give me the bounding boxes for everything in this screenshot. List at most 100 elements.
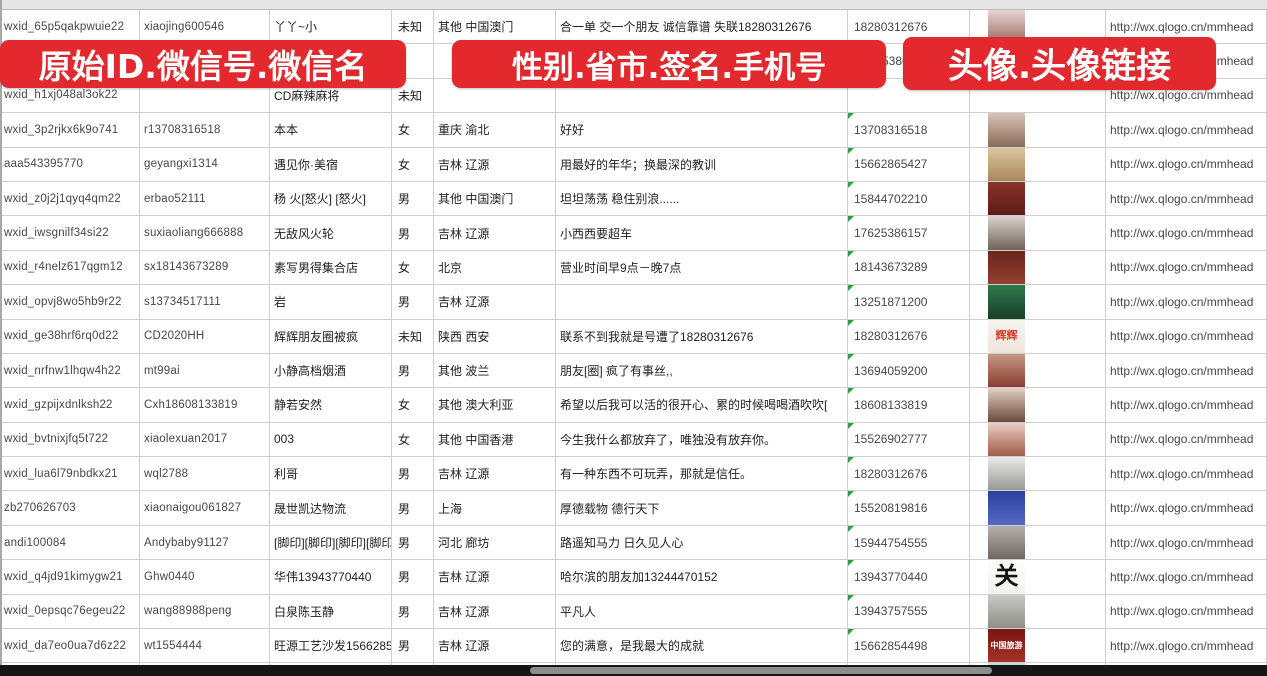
phone-cell[interactable]: 15944754555 — [848, 525, 970, 560]
wxid-cell[interactable]: wxid_nrfnw1lhqw4h22 — [0, 353, 140, 388]
nickname-cell[interactable]: 杨 火[怒火] [怒火] — [270, 181, 392, 216]
wxid-cell[interactable]: wxid_65p5qakpwuie22 — [0, 10, 140, 44]
region-cell[interactable]: 吉林 辽源 — [434, 594, 556, 629]
wxid-cell[interactable]: wxid_ge38hrf6rq0d22 — [0, 319, 140, 353]
signature-cell[interactable]: 路遥知马力 日久见人心 — [556, 525, 848, 560]
avatar-cell[interactable] — [970, 491, 1106, 525]
region-cell[interactable]: 吉林 辽源 — [434, 216, 556, 250]
wechat-id-cell[interactable]: xiaojing600546 — [140, 10, 270, 44]
wxid-cell[interactable]: wxid_q4jd91kimygw21 — [0, 560, 140, 594]
gender-cell[interactable]: 女 — [392, 250, 434, 285]
region-cell[interactable]: 河北 廊坊 — [434, 525, 556, 560]
nickname-cell[interactable]: 003 — [270, 422, 392, 457]
wxid-cell[interactable]: wxid_bvtnixjfq5t722 — [0, 422, 140, 457]
gender-cell[interactable]: 男 — [392, 594, 434, 629]
signature-cell[interactable] — [556, 78, 848, 113]
scrollbar-thumb[interactable] — [530, 667, 992, 674]
avatar-cell[interactable] — [970, 285, 1106, 319]
gender-cell[interactable]: 女 — [392, 113, 434, 147]
avatar-cell[interactable] — [970, 525, 1106, 560]
phone-cell[interactable]: 13708316518 — [848, 113, 970, 147]
phone-cell[interactable]: 13943770440 — [848, 560, 970, 594]
nickname-cell[interactable]: CD麻辣麻将 — [270, 78, 392, 113]
nickname-cell[interactable]: 素写男得集合店 — [270, 250, 392, 285]
wxid-cell[interactable]: wxid_lua6l79nbdkx21 — [0, 457, 140, 491]
phone-cell[interactable]: 15844702210 — [848, 181, 970, 216]
wxid-cell[interactable]: wxid_z0j2j1qyq4qm22 — [0, 181, 140, 216]
wxid-cell[interactable]: andi100084 — [0, 525, 140, 560]
nickname-cell[interactable]: 白泉陈玉静 — [270, 594, 392, 629]
nickname-cell[interactable]: 辉辉朋友圈被疯 — [270, 319, 392, 353]
signature-cell[interactable]: 厚德载物 德行天下 — [556, 491, 848, 525]
avatar-url-cell[interactable]: http://wx.qlogo.cn/mmhead — [1106, 594, 1267, 629]
wechat-id-cell[interactable]: geyangxi1314 — [140, 147, 270, 181]
region-cell[interactable]: 其他 中国澳门 — [434, 181, 556, 216]
phone-cell[interactable]: 15526902777 — [848, 422, 970, 457]
nickname-cell[interactable]: 遇见你·美宿 — [270, 147, 392, 181]
nickname-cell[interactable]: 华伟13943770440 — [270, 560, 392, 594]
nickname-cell[interactable]: 晟世凯达物流 — [270, 491, 392, 525]
wechat-id-cell[interactable]: xiaolexuan2017 — [140, 422, 270, 457]
gender-cell[interactable]: 男 — [392, 285, 434, 319]
wxid-cell[interactable]: wxid_3p2rjkx6k9o741 — [0, 113, 140, 147]
avatar-cell[interactable] — [970, 181, 1106, 216]
region-cell[interactable]: 其他 中国香港 — [434, 422, 556, 457]
gender-cell[interactable]: 未知 — [392, 10, 434, 44]
avatar-url-cell[interactable]: http://wx.qlogo.cn/mmhead — [1106, 388, 1267, 422]
signature-cell[interactable]: 今生我什么都放弃了，唯独没有放弃你。 — [556, 422, 848, 457]
signature-cell[interactable]: 希望以后我可以活的很开心、累的时候喝喝酒吹吹[ — [556, 388, 848, 422]
avatar-url-cell[interactable]: http://wx.qlogo.cn/mmhead — [1106, 113, 1267, 147]
nickname-cell[interactable]: 利哥 — [270, 457, 392, 491]
avatar-cell[interactable]: 关 — [970, 560, 1106, 594]
wechat-id-cell[interactable]: s13734517111 — [140, 285, 270, 319]
avatar-url-cell[interactable]: http://wx.qlogo.cn/mmhead — [1106, 216, 1267, 250]
region-cell[interactable]: 其他 波兰 — [434, 353, 556, 388]
signature-cell[interactable]: 营业时间早9点－晚7点 — [556, 250, 848, 285]
wechat-id-cell[interactable] — [140, 78, 270, 113]
signature-cell[interactable]: 有一种东西不可玩弄，那就是信任。 — [556, 457, 848, 491]
region-cell[interactable]: 其他 中国澳门 — [434, 10, 556, 44]
wechat-id-cell[interactable]: xiaonaigou061827 — [140, 491, 270, 525]
wechat-id-cell[interactable]: r13708316518 — [140, 113, 270, 147]
signature-cell[interactable]: 小西西要超车 — [556, 216, 848, 250]
nickname-cell[interactable]: 本本 — [270, 113, 392, 147]
wxid-cell[interactable]: wxid_gzpijxdnlksh22 — [0, 388, 140, 422]
signature-cell[interactable]: 朋友[圈] 疯了有事丝,, — [556, 353, 848, 388]
wxid-cell[interactable]: wxid_h1xj048al3ok22 — [0, 78, 140, 113]
gender-cell[interactable]: 男 — [392, 457, 434, 491]
region-cell[interactable]: 吉林 辽源 — [434, 285, 556, 319]
nickname-cell[interactable]: 静若安然 — [270, 388, 392, 422]
gender-cell[interactable]: 男 — [392, 353, 434, 388]
nickname-cell[interactable]: 岩 — [270, 285, 392, 319]
gender-cell[interactable]: 男 — [392, 629, 434, 663]
wxid-cell[interactable]: wxid_iwsgnilf34si22 — [0, 216, 140, 250]
signature-cell[interactable]: 用最好的年华；换最深的教训 — [556, 147, 848, 181]
gender-cell[interactable]: 未知 — [392, 78, 434, 113]
phone-cell[interactable]: 13694059200 — [848, 353, 970, 388]
avatar-url-cell[interactable]: http://wx.qlogo.cn/mmhead — [1106, 560, 1267, 594]
nickname-cell[interactable]: 无敌风火轮 — [270, 216, 392, 250]
phone-cell[interactable]: 15662865427 — [848, 147, 970, 181]
avatar-cell[interactable]: 中国旅游 — [970, 629, 1106, 663]
wxid-cell[interactable]: zb270626703 — [0, 491, 140, 525]
horizontal-scrollbar[interactable] — [0, 665, 1267, 676]
wechat-id-cell[interactable]: Cxh18608133819 — [140, 388, 270, 422]
phone-cell[interactable]: 18280312676 — [848, 457, 970, 491]
gender-cell[interactable]: 女 — [392, 388, 434, 422]
signature-cell[interactable]: 哈尔滨的朋友加13244470152 — [556, 560, 848, 594]
gender-cell[interactable]: 男 — [392, 491, 434, 525]
wechat-id-cell[interactable]: wql2788 — [140, 457, 270, 491]
region-cell[interactable]: 其他 澳大利亚 — [434, 388, 556, 422]
avatar-url-cell[interactable]: http://wx.qlogo.cn/mmhead — [1106, 147, 1267, 181]
avatar-url-cell[interactable]: http://wx.qlogo.cn/mmhead — [1106, 422, 1267, 457]
avatar-cell[interactable] — [970, 113, 1106, 147]
wxid-cell[interactable]: aaa543395770 — [0, 147, 140, 181]
avatar-cell[interactable] — [970, 147, 1106, 181]
wechat-id-cell[interactable]: CD2020HH — [140, 319, 270, 353]
gender-cell[interactable]: 女 — [392, 147, 434, 181]
gender-cell[interactable]: 男 — [392, 560, 434, 594]
avatar-url-cell[interactable]: http://wx.qlogo.cn/mmhead — [1106, 285, 1267, 319]
region-cell[interactable]: 陕西 西安 — [434, 319, 556, 353]
avatar-url-cell[interactable]: http://wx.qlogo.cn/mmhead — [1106, 181, 1267, 216]
wxid-cell[interactable]: wxid_da7eo0ua7d6z22 — [0, 629, 140, 663]
